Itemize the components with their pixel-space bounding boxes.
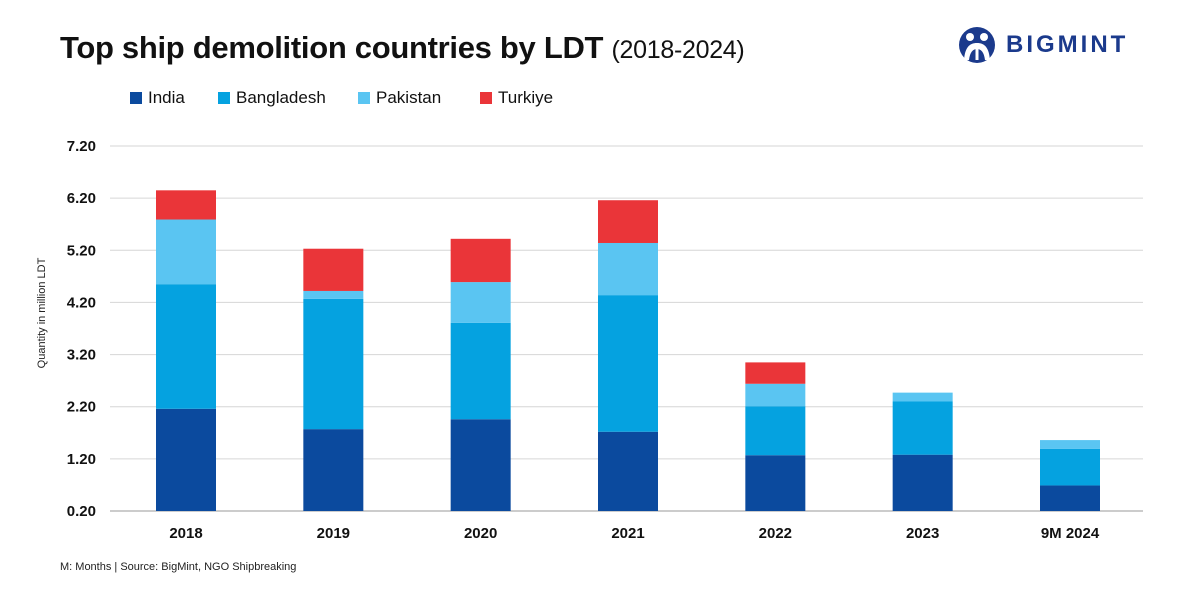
bar-segment-bangladesh bbox=[892, 401, 953, 455]
x-tick-label: 9M 2024 bbox=[1041, 525, 1100, 542]
y-tick-label: 0.20 bbox=[67, 503, 96, 520]
bar-segment-india bbox=[892, 454, 953, 511]
source-note-prefix: M: Months | Source: bbox=[60, 561, 162, 573]
chart-title-main: Top ship demolition countries by LDT bbox=[60, 30, 604, 65]
chart-legend: India Bangladesh Pakistan Turkiye bbox=[130, 88, 630, 112]
x-tick-label: 2023 bbox=[906, 525, 939, 542]
y-tick-label: 3.20 bbox=[67, 347, 96, 364]
y-tick-label: 7.20 bbox=[67, 138, 96, 155]
legend-label-india: India bbox=[148, 88, 185, 107]
chart-title: Top ship demolition countries by LDT (20… bbox=[60, 30, 745, 66]
bar-segment-india bbox=[598, 431, 658, 511]
brand-name: BIGMINT bbox=[1006, 31, 1129, 58]
source-note-suffix: , NGO Shipbreaking bbox=[197, 561, 297, 573]
bar-segment-india bbox=[450, 419, 511, 511]
y-tick-label: 4.20 bbox=[67, 294, 96, 311]
bar-segment-pakistan bbox=[303, 290, 364, 299]
y-tick-label: 5.20 bbox=[67, 242, 96, 259]
bar-segment-bangladesh bbox=[598, 295, 658, 432]
bar-segment-turkiye bbox=[156, 190, 216, 220]
x-tick-label: 2022 bbox=[759, 525, 792, 542]
source-note: M: Months | Source: BigMint, NGO Shipbre… bbox=[60, 561, 296, 573]
legend-label-pakistan: Pakistan bbox=[376, 88, 442, 107]
bar-segment-turkiye bbox=[745, 362, 806, 384]
legend-swatch-turkiye bbox=[480, 92, 492, 104]
legend-swatch-pakistan bbox=[358, 92, 370, 104]
bar-segment-turkiye bbox=[450, 238, 511, 283]
source-brand: BigMint bbox=[161, 561, 198, 573]
bar-segment-bangladesh bbox=[1040, 448, 1100, 486]
bar-segment-india bbox=[745, 455, 806, 511]
x-tick-label: 2019 bbox=[317, 525, 350, 542]
bar-segment-bangladesh bbox=[745, 406, 806, 456]
legend-swatch-india bbox=[130, 92, 142, 104]
x-tick-label: 2018 bbox=[169, 525, 202, 542]
bar-segment-turkiye bbox=[303, 248, 364, 291]
x-tick-label: 2020 bbox=[464, 525, 497, 542]
bar-segment-pakistan bbox=[745, 383, 806, 407]
legend-item-turkiye: Turkiye bbox=[480, 88, 553, 108]
y-tick-label: 2.20 bbox=[67, 399, 96, 416]
bar-segment-turkiye bbox=[598, 200, 658, 243]
bar-segment-india bbox=[1040, 485, 1100, 511]
bar-segment-india bbox=[303, 429, 364, 511]
legend-item-bangladesh: Bangladesh bbox=[218, 88, 326, 108]
bar-segment-pakistan bbox=[598, 242, 658, 296]
chart-title-years: (2018-2024) bbox=[611, 36, 745, 64]
bar-segment-pakistan bbox=[892, 392, 953, 402]
legend-item-pakistan: Pakistan bbox=[358, 88, 441, 108]
legend-label-turkiye: Turkiye bbox=[498, 88, 554, 107]
legend-label-bangladesh: Bangladesh bbox=[236, 88, 326, 107]
brand-logo: BIGMINT bbox=[958, 26, 1128, 64]
legend-swatch-bangladesh bbox=[218, 92, 230, 104]
y-tick-label: 6.20 bbox=[67, 190, 96, 207]
bigmint-logo-icon bbox=[959, 27, 995, 63]
bar-segment-bangladesh bbox=[156, 284, 216, 409]
x-tick-label: 2021 bbox=[611, 525, 644, 542]
y-tick-label: 1.20 bbox=[67, 451, 96, 468]
bar-segment-bangladesh bbox=[450, 322, 511, 420]
bar-segment-india bbox=[156, 408, 216, 511]
bar-segment-pakistan bbox=[156, 219, 216, 285]
bar-segment-bangladesh bbox=[303, 298, 364, 430]
legend-item-india: India bbox=[130, 88, 185, 108]
bar-segment-pakistan bbox=[1040, 440, 1100, 449]
bar-segment-pakistan bbox=[450, 282, 511, 323]
